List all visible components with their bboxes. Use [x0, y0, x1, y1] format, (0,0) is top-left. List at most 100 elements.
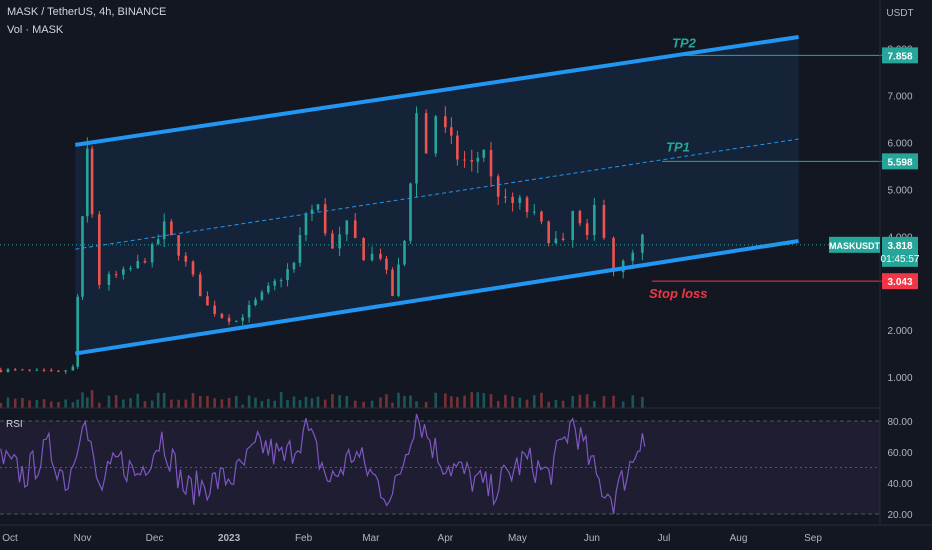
volume-bar	[391, 402, 394, 408]
candle-body	[260, 292, 264, 300]
candle-body	[81, 216, 84, 297]
volume-bar	[241, 404, 244, 408]
candle-body	[162, 221, 166, 240]
candle-body	[338, 234, 341, 249]
levels-layer: TP2 TP1 Stop loss	[0, 35, 882, 301]
rsi-tick-label: 60.00	[887, 448, 912, 459]
volume-bar	[476, 392, 480, 408]
volume-bar	[470, 392, 474, 408]
volume-bar	[496, 400, 500, 408]
volume-bar	[456, 397, 459, 408]
time-tick-label: Oct	[2, 533, 18, 544]
channel-lower-line	[74, 239, 799, 356]
rsi-line	[0, 413, 646, 515]
candle-body	[298, 235, 302, 263]
volume-bar	[434, 392, 438, 408]
rsi-tick-label: 80.00	[887, 417, 912, 428]
time-tick-label: Nov	[74, 533, 92, 544]
price-tick-label: 5.000	[887, 185, 912, 196]
volume-bar	[362, 401, 365, 408]
volume-bar	[554, 399, 558, 408]
candle-body	[602, 205, 606, 238]
volume-bar	[35, 399, 39, 408]
volume-bar	[71, 402, 75, 408]
volume-bar	[136, 393, 140, 408]
candle-body	[76, 296, 79, 367]
candle-body	[21, 369, 24, 371]
volume-bar	[345, 395, 349, 408]
price-tick-label: 7.000	[887, 92, 912, 103]
countdown-text: 01:45:57	[881, 254, 920, 265]
price-tags-layer: 7.858 5.598 3.043 MASKUSDT 3.818 01:45:57	[829, 47, 920, 290]
price-axis-currency: USDT	[886, 8, 913, 19]
volume-bar	[0, 402, 3, 408]
volume-bar	[247, 395, 251, 408]
volume-bar	[561, 400, 565, 408]
price-layer	[0, 106, 644, 374]
volume-bar	[385, 394, 388, 408]
stop-price-tag	[882, 273, 918, 290]
volume-bar	[129, 398, 132, 408]
volume-bar	[323, 399, 327, 408]
candle-body	[234, 320, 238, 322]
volume-bar	[156, 392, 160, 408]
volume-bar	[122, 399, 125, 408]
rsi-layer	[0, 407, 880, 515]
volume-bar	[191, 393, 195, 408]
channel-mid-line	[75, 138, 799, 250]
volume-bar	[504, 394, 507, 408]
volume-bar	[310, 398, 314, 408]
volume-bar	[444, 393, 447, 408]
volume-bar	[260, 400, 264, 408]
volume-bar	[489, 394, 493, 408]
volume-bar	[76, 399, 79, 408]
candle-body	[220, 313, 224, 318]
candle-body	[496, 176, 500, 197]
rsi-legend: RSI	[6, 419, 23, 430]
candle-body	[304, 213, 308, 236]
volume-bar	[143, 401, 147, 408]
price-tick-label: 1.000	[887, 373, 912, 384]
channel-upper-line	[74, 34, 799, 147]
volume-bar	[273, 400, 277, 408]
candle-body	[213, 305, 216, 314]
volume-bar	[593, 400, 596, 408]
candle-body	[98, 214, 101, 285]
volume-bar	[227, 397, 231, 408]
symbol-tag	[829, 236, 880, 253]
time-tick-label: Sep	[804, 533, 822, 544]
candle-body	[415, 113, 418, 184]
volume-bar	[267, 398, 270, 408]
volume-bar	[547, 401, 550, 408]
volume-bar	[213, 398, 216, 408]
volume-bar	[379, 397, 382, 408]
tp2-price-text: 7.858	[887, 51, 912, 62]
candle-body	[0, 369, 3, 372]
candle-body	[241, 317, 244, 321]
candle-body	[227, 317, 231, 322]
volume-bar	[511, 396, 514, 408]
time-tick-label: Aug	[730, 533, 748, 544]
candle-body	[518, 197, 522, 203]
volume-bar	[316, 396, 320, 408]
candle-body	[286, 269, 289, 281]
volume-bar	[90, 390, 94, 408]
volume-bar	[338, 395, 341, 408]
candle-body	[612, 237, 615, 272]
candle-body	[470, 159, 474, 162]
candle-body	[107, 274, 111, 285]
rsi-tick-label: 20.00	[887, 510, 912, 521]
candle-body	[353, 220, 357, 239]
volume-bar	[177, 399, 180, 408]
volume-bar	[42, 399, 46, 408]
candle-body	[191, 261, 195, 275]
candle-body	[316, 204, 320, 210]
volume-bar	[403, 395, 406, 408]
volume-bar	[353, 400, 357, 408]
volume-bar	[450, 396, 453, 408]
candle-body	[136, 261, 140, 269]
volume-bar	[81, 392, 84, 408]
candle-body	[547, 221, 550, 244]
candle-body	[391, 269, 394, 296]
